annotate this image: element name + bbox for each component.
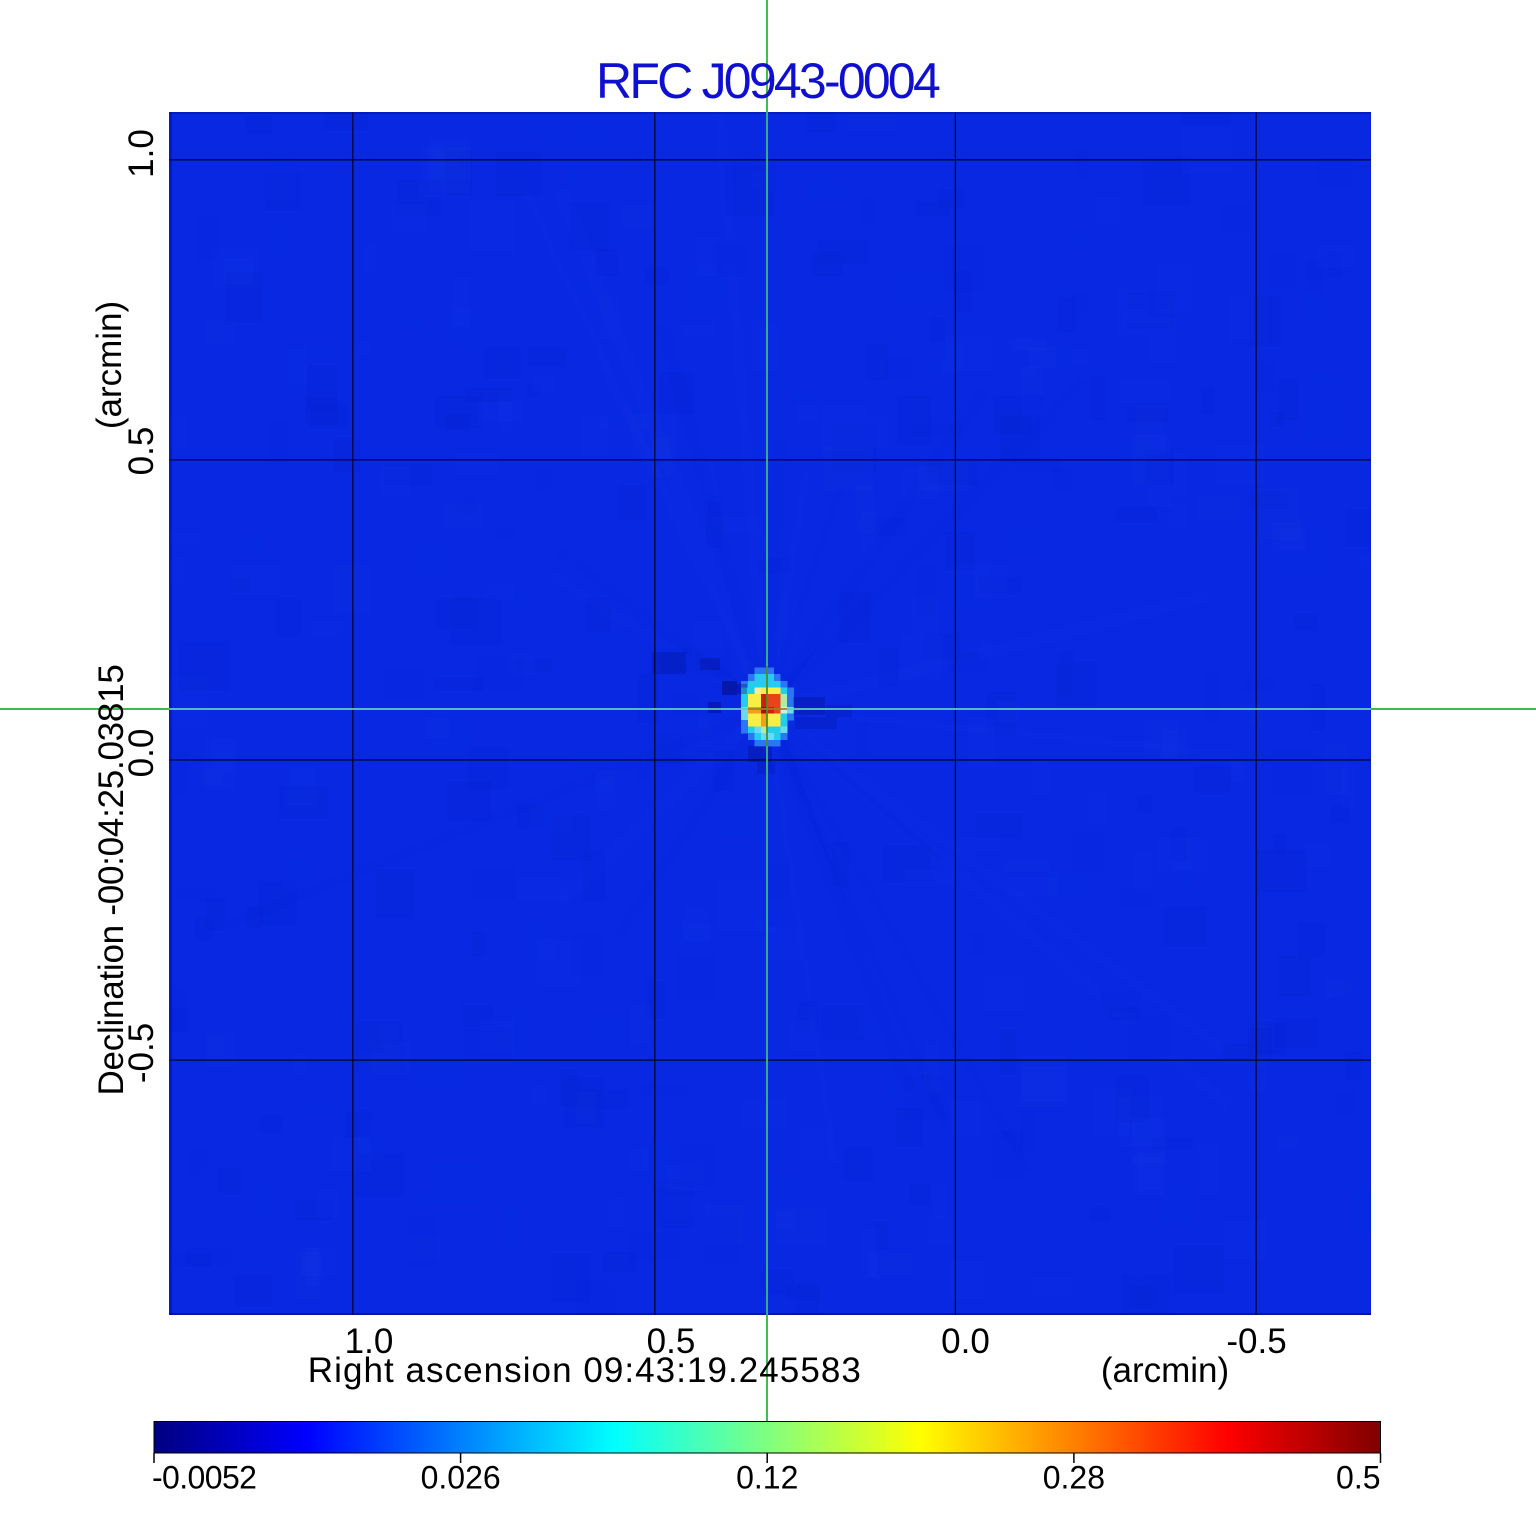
svg-text:0.28: 0.28 xyxy=(1043,1460,1105,1496)
svg-text:-0.5: -0.5 xyxy=(1226,1322,1286,1361)
svg-text:Declination -00:04:25.03815: Declination -00:04:25.03815 xyxy=(92,664,131,1095)
svg-text:0.026: 0.026 xyxy=(421,1460,501,1496)
svg-text:-0.0052: -0.0052 xyxy=(152,1460,256,1496)
svg-text:Right ascension 09:43:19.2455: Right ascension 09:43:19.245583 xyxy=(308,1351,862,1390)
svg-text:1.0: 1.0 xyxy=(122,129,161,178)
svg-text:-0.5: -0.5 xyxy=(122,1023,161,1083)
svg-text:0.5: 0.5 xyxy=(647,1322,696,1361)
svg-text:(arcmin): (arcmin) xyxy=(90,301,129,429)
svg-text:0.0: 0.0 xyxy=(941,1322,990,1361)
svg-text:1.0: 1.0 xyxy=(345,1322,394,1361)
svg-text:0.5: 0.5 xyxy=(122,427,161,476)
svg-text:0.12: 0.12 xyxy=(736,1460,798,1496)
svg-text:RFC J0943-0004: RFC J0943-0004 xyxy=(596,53,940,109)
svg-text:(arcmin): (arcmin) xyxy=(1101,1351,1229,1390)
svg-text:0.5: 0.5 xyxy=(1336,1460,1380,1496)
svg-text:0.0: 0.0 xyxy=(122,729,161,778)
